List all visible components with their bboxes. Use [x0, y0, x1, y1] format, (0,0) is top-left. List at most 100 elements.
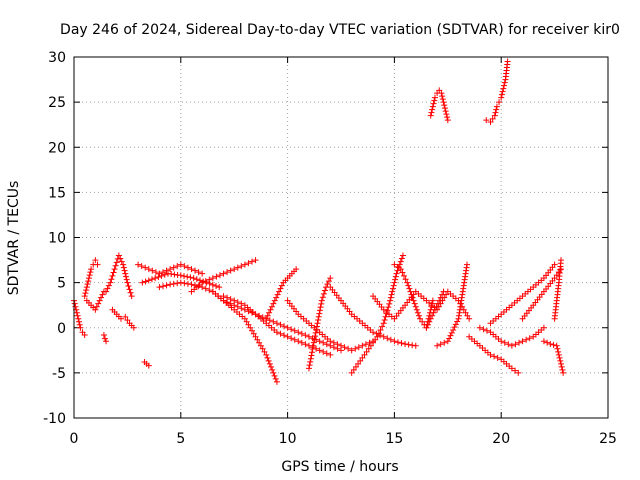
data-point — [427, 315, 434, 322]
data-point — [187, 274, 194, 281]
data-point — [367, 342, 374, 349]
data-point — [170, 280, 177, 287]
data-point — [76, 321, 83, 328]
data-point — [555, 348, 562, 355]
data-point — [282, 277, 289, 284]
y-tick-label: 20 — [48, 140, 66, 156]
data-point — [264, 312, 271, 319]
data-point — [75, 318, 82, 325]
data-point — [145, 277, 152, 284]
data-point — [389, 285, 396, 292]
data-point — [434, 300, 441, 307]
data-point — [558, 360, 565, 367]
data-point — [350, 366, 357, 373]
data-point — [444, 117, 451, 124]
data-point — [270, 369, 277, 376]
data-point — [145, 266, 152, 273]
data-point — [120, 264, 127, 271]
data-point — [433, 303, 440, 310]
data-point — [392, 273, 399, 280]
series-arc-02 — [81, 257, 101, 300]
data-point — [188, 266, 195, 273]
data-point — [305, 333, 312, 340]
data-point — [553, 300, 560, 307]
data-point — [94, 261, 101, 268]
data-point — [501, 79, 508, 86]
data-point — [452, 295, 459, 302]
x-tick-label: 15 — [385, 431, 403, 447]
data-point — [120, 261, 127, 268]
data-point — [495, 336, 502, 343]
data-point — [516, 295, 523, 302]
data-point — [487, 118, 494, 125]
data-point — [498, 94, 505, 101]
data-point — [314, 320, 321, 327]
data-point — [167, 266, 174, 273]
data-point — [156, 284, 163, 291]
data-point — [249, 258, 255, 265]
data-point — [538, 277, 545, 284]
series-arc-17 — [327, 284, 419, 349]
series-arc-27 — [487, 261, 558, 327]
data-point — [188, 281, 195, 288]
data-point — [402, 340, 409, 347]
data-point — [108, 276, 115, 283]
data-point — [491, 112, 498, 119]
data-point — [142, 264, 149, 271]
data-point — [163, 267, 170, 274]
data-point — [278, 282, 285, 289]
data-point — [319, 294, 326, 301]
data-point — [263, 351, 270, 358]
series-arc-16 — [305, 275, 334, 372]
data-point — [556, 354, 563, 361]
data-point — [190, 275, 197, 282]
data-point — [555, 351, 562, 358]
data-point — [266, 317, 273, 324]
data-point — [463, 264, 470, 271]
data-point — [372, 336, 379, 343]
data-point — [512, 367, 519, 374]
data-point — [206, 276, 213, 283]
x-tick-label: 25 — [599, 431, 617, 447]
data-point — [110, 269, 117, 276]
data-point — [96, 297, 103, 304]
data-point — [399, 304, 406, 311]
data-point — [271, 297, 278, 304]
data-point — [483, 327, 490, 334]
data-point — [402, 276, 409, 283]
data-point — [93, 303, 100, 310]
axis-ticks: 0 5 10 15 20 25 -10 -5 0 5 10 15 20 25 30 — [43, 50, 617, 447]
data-point — [447, 332, 454, 339]
y-tick-label: -10 — [43, 411, 66, 427]
data-point — [515, 369, 522, 376]
data-point — [305, 365, 312, 372]
data-point — [327, 275, 334, 282]
data-point — [277, 321, 284, 328]
data-point — [288, 335, 295, 342]
data-point — [170, 264, 177, 271]
data-point — [259, 345, 266, 352]
data-point — [450, 327, 457, 334]
data-point — [413, 306, 420, 313]
data-point — [527, 286, 534, 293]
data-point — [216, 284, 223, 291]
data-point — [84, 281, 91, 288]
data-point — [245, 260, 252, 267]
data-point — [557, 260, 564, 267]
data-point — [111, 266, 118, 273]
data-point — [345, 345, 352, 352]
data-point — [271, 327, 278, 334]
data-point — [100, 331, 107, 338]
data-points — [71, 58, 567, 385]
data-point — [446, 335, 453, 342]
data-point — [261, 348, 268, 355]
data-point — [391, 261, 398, 268]
data-point — [440, 99, 447, 106]
data-point — [266, 309, 273, 316]
data-point — [367, 327, 374, 334]
series-arc-18 — [348, 252, 406, 376]
data-point — [528, 304, 535, 311]
data-point — [245, 321, 252, 328]
data-point — [464, 312, 471, 319]
data-point — [126, 286, 133, 293]
